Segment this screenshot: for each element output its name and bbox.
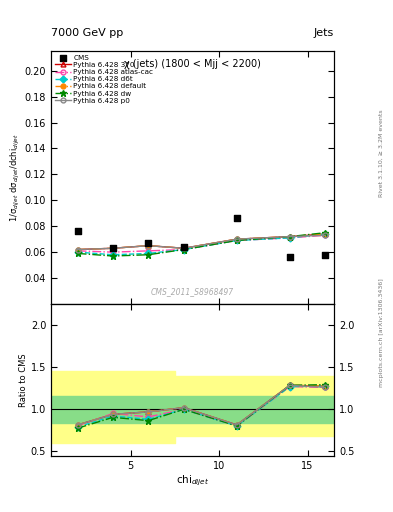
Line: Pythia 6.428 p0: Pythia 6.428 p0 <box>75 233 328 252</box>
Pythia 6.428 default <box>182 245 186 251</box>
Text: Rivet 3.1.10, ≥ 3.2M events: Rivet 3.1.10, ≥ 3.2M events <box>379 110 384 198</box>
Pythia 6.428 p0 <box>323 232 328 239</box>
Pythia 6.428 dw <box>111 253 116 259</box>
Line: Pythia 6.428 dw: Pythia 6.428 dw <box>75 229 328 259</box>
Pythia 6.428 d6t <box>111 252 116 258</box>
Pythia 6.428 atlas-cac <box>323 232 328 239</box>
Pythia 6.428 default <box>323 231 328 237</box>
Pythia 6.428 dw <box>182 246 186 252</box>
Pythia 6.428 d6t <box>288 235 292 241</box>
Legend: CMS, Pythia 6.428 370, Pythia 6.428 atlas-cac, Pythia 6.428 d6t, Pythia 6.428 de: CMS, Pythia 6.428 370, Pythia 6.428 atla… <box>53 53 155 105</box>
Pythia 6.428 p0 <box>235 236 239 242</box>
Pythia 6.428 dw <box>146 252 151 258</box>
Pythia 6.428 dw <box>75 250 80 257</box>
Pythia 6.428 p0 <box>111 245 116 251</box>
CMS <box>181 243 187 251</box>
CMS <box>75 227 81 236</box>
CMS <box>145 239 152 247</box>
CMS <box>322 251 329 259</box>
Text: Jets: Jets <box>314 28 334 38</box>
Pythia 6.428 p0 <box>146 243 151 249</box>
Pythia 6.428 370 <box>146 243 151 249</box>
Pythia 6.428 atlas-cac <box>235 238 239 244</box>
Line: Pythia 6.428 370: Pythia 6.428 370 <box>75 231 328 252</box>
Pythia 6.428 370 <box>288 233 292 240</box>
Pythia 6.428 d6t <box>146 250 151 257</box>
Text: mcplots.cern.ch [arXiv:1306.3436]: mcplots.cern.ch [arXiv:1306.3436] <box>379 279 384 387</box>
Pythia 6.428 atlas-cac <box>111 249 116 255</box>
Y-axis label: Ratio to CMS: Ratio to CMS <box>19 353 28 407</box>
Pythia 6.428 dw <box>235 238 239 244</box>
CMS <box>110 244 116 252</box>
CMS <box>234 215 240 223</box>
Pythia 6.428 d6t <box>235 238 239 244</box>
Pythia 6.428 d6t <box>182 246 186 252</box>
Pythia 6.428 default <box>111 245 116 251</box>
Text: 7000 GeV pp: 7000 GeV pp <box>51 28 123 38</box>
Text: χ (jets) (1800 < Mjj < 2200): χ (jets) (1800 < Mjj < 2200) <box>124 59 261 69</box>
Pythia 6.428 atlas-cac <box>146 248 151 254</box>
Pythia 6.428 p0 <box>288 233 292 240</box>
Line: Pythia 6.428 d6t: Pythia 6.428 d6t <box>75 231 328 257</box>
Pythia 6.428 370 <box>75 246 80 252</box>
Pythia 6.428 dw <box>323 229 328 236</box>
Pythia 6.428 atlas-cac <box>75 248 80 254</box>
Pythia 6.428 default <box>288 233 292 240</box>
Pythia 6.428 p0 <box>182 245 186 251</box>
CMS <box>287 253 293 262</box>
X-axis label: chi$_{dijet}$: chi$_{dijet}$ <box>176 473 209 488</box>
Pythia 6.428 default <box>75 246 80 252</box>
Pythia 6.428 370 <box>235 236 239 242</box>
Pythia 6.428 default <box>235 236 239 242</box>
Pythia 6.428 370 <box>182 245 186 251</box>
Pythia 6.428 370 <box>323 231 328 237</box>
Pythia 6.428 dw <box>288 233 292 240</box>
Line: Pythia 6.428 atlas-cac: Pythia 6.428 atlas-cac <box>75 233 328 254</box>
Pythia 6.428 atlas-cac <box>182 246 186 252</box>
Y-axis label: 1/σ$_{dijet}$ dσ$_{dijet}$/dchi$_{dijet}$: 1/σ$_{dijet}$ dσ$_{dijet}$/dchi$_{dijet}… <box>9 133 22 222</box>
Pythia 6.428 p0 <box>75 246 80 252</box>
Pythia 6.428 d6t <box>75 249 80 255</box>
Pythia 6.428 atlas-cac <box>288 235 292 241</box>
Pythia 6.428 370 <box>111 245 116 251</box>
Text: CMS_2011_S8968497: CMS_2011_S8968497 <box>151 287 234 296</box>
Pythia 6.428 d6t <box>323 231 328 237</box>
Line: Pythia 6.428 default: Pythia 6.428 default <box>75 231 328 252</box>
Pythia 6.428 default <box>146 243 151 249</box>
